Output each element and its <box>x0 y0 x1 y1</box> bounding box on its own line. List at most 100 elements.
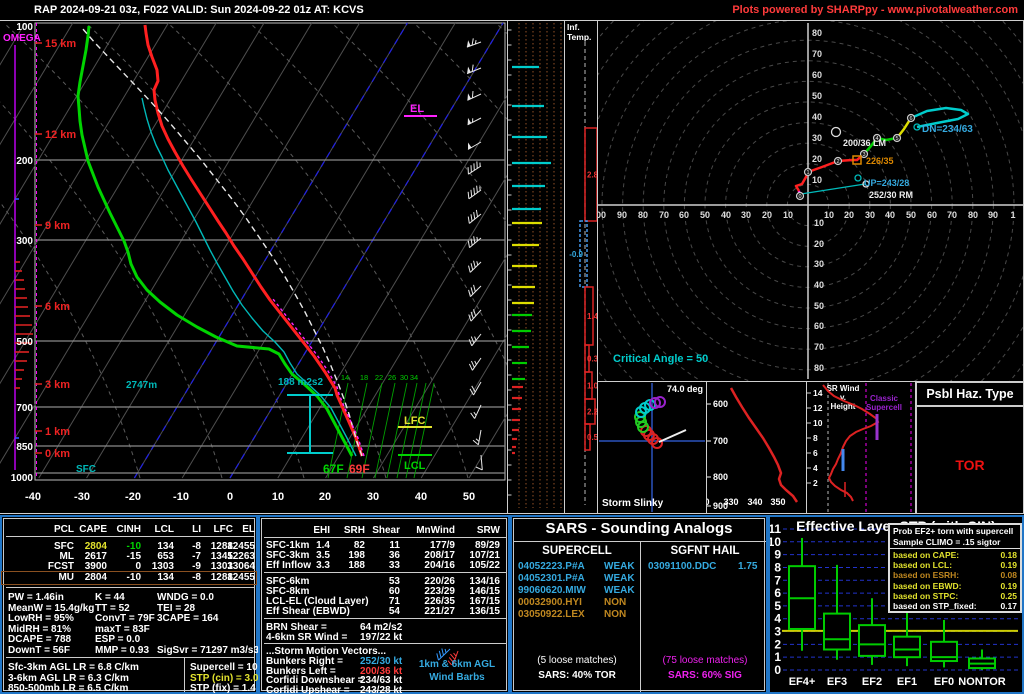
theta-e-value-label: 340 <box>747 497 762 507</box>
theta-e-pressure-label: 800 <box>713 472 728 482</box>
row-value: 188 <box>348 560 365 571</box>
wind-barb-full <box>468 339 473 347</box>
surface-temp-label: 69F <box>349 462 370 476</box>
hodograph-axis-label: 40 <box>812 112 822 122</box>
storm-motion-row: Corfidi Upshear = 243/28 kt <box>260 685 508 694</box>
divider <box>0 513 1024 514</box>
run-title: RAP 2024-09-21 03z, F022 VALID: Sun 2024… <box>34 4 364 16</box>
storm-motion-value: 234/63 kt <box>360 675 403 686</box>
stp-prob-value: 0.25 <box>1000 590 1017 601</box>
table-cell: CINH <box>116 524 141 535</box>
row-value: 221/27 <box>424 606 455 617</box>
hodograph-axis-label: 20 <box>814 239 824 249</box>
temp-axis-label: 10 <box>272 491 284 503</box>
boxplot-box <box>823 612 851 651</box>
stp-prob-label: based on CAPE: <box>893 550 960 560</box>
wind-barb-staff <box>480 454 483 470</box>
row-value: 208/17 <box>424 550 455 561</box>
wind-barb-icon <box>436 648 459 665</box>
prob-line2: Sample CLIMO = .15 sigtor <box>893 537 1001 547</box>
wind-barb-full <box>470 311 474 319</box>
wind-barb-staff <box>467 93 482 101</box>
sars-hail-matches-count: (75 loose matches) <box>662 655 748 666</box>
hodograph-ring <box>598 20 1024 381</box>
theta-e-value-label: 350 <box>770 497 785 507</box>
surface-dewpoint-label: 67F <box>323 462 344 476</box>
bunkers-left-marker <box>830 126 842 138</box>
table-cell: 2804 <box>84 541 107 552</box>
srwh-curve <box>822 384 880 502</box>
hodograph-annotation: 200/36 LM <box>843 138 886 148</box>
wind-barb-full <box>436 653 439 661</box>
lapse-rate-row: 850-500mb LR = 6.5 C/km <box>2 683 256 694</box>
wind-barb-full <box>470 238 473 246</box>
temp-axis-label: -40 <box>25 491 41 503</box>
temp-axis-label: 40 <box>415 491 427 503</box>
wind-barb-half <box>476 261 479 266</box>
advection-value: 1.4 <box>587 312 598 321</box>
hodograph-axis-label: 80 <box>968 210 978 220</box>
table-cell: PCL <box>54 524 74 535</box>
surface-label: SFC <box>76 464 96 475</box>
dry-adiabat-line <box>0 201 141 479</box>
hodograph-axis-label: 70 <box>812 49 822 59</box>
bunkers-right-marker <box>862 180 870 188</box>
table-cell: 2804 <box>84 572 107 583</box>
sars-match-strength: WEAK <box>604 561 635 572</box>
hodograph-axis-label: 30 <box>812 133 822 143</box>
divider <box>6 657 254 658</box>
theta-e-pressure-label: 900 <box>713 501 728 511</box>
effective-inflow-height-label: 2747m <box>126 380 157 391</box>
divider <box>264 537 506 538</box>
cold-advection-box <box>579 220 588 288</box>
table-cell: 2617 <box>84 551 107 562</box>
hodograph-height-marker <box>833 156 843 166</box>
stp-probability-box: Prob EF2+ torn with supercell Sample CLI… <box>888 523 1022 614</box>
divider <box>0 20 1024 21</box>
temp-advection-strip: 2.8 -0.9 1.4 0.3 1.0 2.2 0.5 <box>569 42 598 505</box>
stp-prob-row: based on ESRH: 0.08 <box>890 570 1020 580</box>
height-label: 6 km <box>45 301 70 313</box>
stat-value: K = 44 <box>95 592 125 603</box>
stp-y-label: 5 <box>774 599 781 613</box>
wind-barb-full <box>468 265 471 273</box>
panel-border <box>3 518 255 691</box>
warm-advection-box <box>584 423 591 451</box>
pressure-label: 850 <box>16 442 33 453</box>
isotherm-line <box>0 22 265 464</box>
mixing-ratio-line <box>361 382 383 479</box>
pressure-label: 300 <box>16 236 33 247</box>
hodograph-height-marker-label: 1 <box>806 170 809 176</box>
table-cell: 0 <box>135 561 141 572</box>
mixing-ratio-line <box>374 382 396 479</box>
hodograph-axis-label: 10 <box>783 210 793 220</box>
mixing-ratio-line <box>413 382 435 479</box>
row-value: 167/15 <box>469 596 500 607</box>
stp-prob-row: based on LCL: 0.19 <box>890 560 1020 570</box>
hazard-title: Psbl Haz. Type <box>916 382 1024 406</box>
divider <box>640 541 641 692</box>
wind-barb-staff <box>477 429 482 445</box>
row-value: 60 <box>388 586 400 597</box>
table-cell: LFC <box>213 524 233 535</box>
sars-match-name: 03050922.LEX <box>518 609 585 620</box>
skewt-plot-border <box>34 22 506 481</box>
hodograph-axis-label: 80 <box>638 210 648 220</box>
header-bar: RAP 2024-09-21 03z, F022 VALID: Sun 2024… <box>0 0 1024 20</box>
table-cell: 1303 <box>151 561 174 572</box>
row-value: 3.5 <box>316 550 330 561</box>
stat-value: ConvT = 79F <box>95 613 155 624</box>
wind-barb-half <box>453 652 457 657</box>
mixing-ratio-line <box>405 382 427 479</box>
row-value: 177/9 <box>429 540 455 551</box>
table-cell: -15 <box>126 551 141 562</box>
table-cell: -7 <box>192 551 201 562</box>
storm-motion-row: Corfidi Downshear = 234/63 kt <box>260 675 508 686</box>
hodograph-height-marker-label: 4 <box>875 136 878 142</box>
kinematics-row-SFC-6km: SFC-6km 53 220/26 134/16 <box>260 576 508 587</box>
pressure-label: 1000 <box>11 473 34 484</box>
index-row: STP (cin) = 3.0 <box>2 673 258 684</box>
row-label: Eff Inflow <box>266 560 311 571</box>
isotherm-line <box>0 22 217 385</box>
